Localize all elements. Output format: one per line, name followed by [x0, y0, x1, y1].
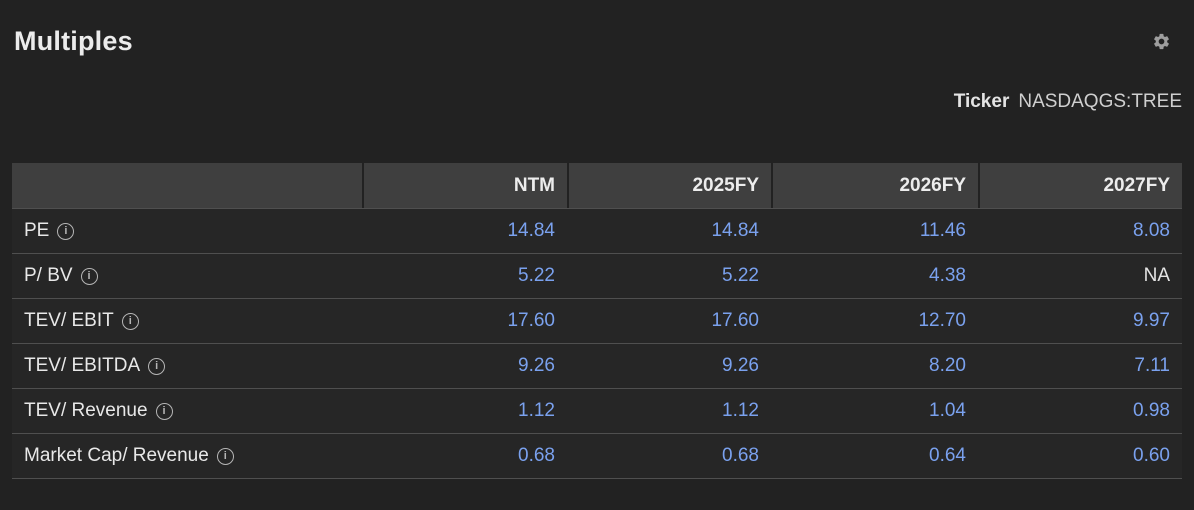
cell-value: 14.84: [507, 220, 555, 241]
cell-value: 5.22: [518, 265, 555, 286]
row-label-cell: TEV/ Revenue: [12, 389, 362, 433]
cell-value: 8.20: [929, 355, 966, 376]
cell-value: 0.68: [722, 445, 759, 466]
ticker-label: Ticker: [953, 91, 1010, 112]
info-icon[interactable]: [121, 312, 139, 330]
gear-icon: [1152, 32, 1171, 51]
row-label-cell: PE: [12, 209, 362, 253]
cell-value: 17.60: [507, 310, 555, 331]
widget-topbar: Multiples: [0, 0, 1194, 58]
cell-value: 0.60: [1133, 445, 1170, 466]
cell-value: 9.26: [518, 355, 555, 376]
cell-value: 7.11: [1134, 355, 1170, 376]
table-row-marketcap-revenue: Market Cap/ Revenue 0.68 0.68 0.64 0.60: [12, 434, 1182, 479]
info-icon[interactable]: [155, 402, 173, 420]
table-row-pbv: P/ BV 5.22 5.22 4.38 NA: [12, 254, 1182, 299]
cell-value: 0.68: [518, 445, 555, 466]
row-label: P/ BV: [24, 265, 73, 286]
cell-value: 9.97: [1133, 310, 1170, 331]
info-icon[interactable]: [216, 447, 234, 465]
table-header-row: NTM 2025FY 2026FY 2027FY: [12, 163, 1182, 208]
cell-value: 9.26: [722, 355, 759, 376]
row-label: Market Cap/ Revenue: [24, 445, 209, 466]
multiples-table: NTM 2025FY 2026FY 2027FY PE 14.84 14.84 …: [12, 163, 1182, 479]
row-label: TEV/ Revenue: [24, 400, 148, 421]
row-label-cell: P/ BV: [12, 254, 362, 298]
row-label-cell: Market Cap/ Revenue: [12, 434, 362, 478]
header-cell-empty: [12, 163, 362, 208]
cell-value: 1.12: [722, 400, 759, 421]
cell-value: 5.22: [722, 265, 759, 286]
info-icon[interactable]: [148, 357, 166, 375]
table-row-pe: PE 14.84 14.84 11.46 8.08: [12, 209, 1182, 254]
cell-value: 14.84: [711, 220, 759, 241]
header-cell-2025fy: 2025FY: [569, 163, 771, 208]
cell-value: 17.60: [711, 310, 759, 331]
cell-value: 4.38: [929, 265, 966, 286]
ticker-value: NASDAQGS:TREE: [1018, 91, 1182, 112]
header-cell-2027fy: 2027FY: [980, 163, 1182, 208]
page-title: Multiples: [14, 26, 133, 56]
ticker-line: Ticker NASDAQGS:TREE: [0, 91, 1194, 113]
table-row-tev-ebit: TEV/ EBIT 17.60 17.60 12.70 9.97: [12, 299, 1182, 344]
info-icon[interactable]: [80, 267, 98, 285]
settings-button[interactable]: [1150, 30, 1172, 52]
row-label-cell: TEV/ EBIT: [12, 299, 362, 343]
row-label: TEV/ EBIT: [24, 310, 114, 331]
cell-value: 0.98: [1133, 400, 1170, 421]
cell-value: NA: [1143, 265, 1170, 286]
header-cell-2026fy: 2026FY: [773, 163, 978, 208]
cell-value: 8.08: [1133, 220, 1170, 241]
cell-value: 0.64: [929, 445, 966, 466]
row-label-cell: TEV/ EBITDA: [12, 344, 362, 388]
header-cell-ntm: NTM: [364, 163, 567, 208]
cell-value: 1.04: [929, 400, 966, 421]
cell-value: 12.70: [918, 310, 966, 331]
cell-value: 11.46: [919, 220, 966, 241]
info-icon[interactable]: [57, 222, 75, 240]
row-label: PE: [24, 220, 50, 241]
table-row-tev-ebitda: TEV/ EBITDA 9.26 9.26 8.20 7.11: [12, 344, 1182, 389]
row-label: TEV/ EBITDA: [24, 355, 141, 376]
table-row-tev-revenue: TEV/ Revenue 1.12 1.12 1.04 0.98: [12, 389, 1182, 434]
table-body: PE 14.84 14.84 11.46 8.08 P/ BV 5.22 5.2…: [12, 208, 1182, 479]
cell-value: 1.12: [518, 400, 555, 421]
